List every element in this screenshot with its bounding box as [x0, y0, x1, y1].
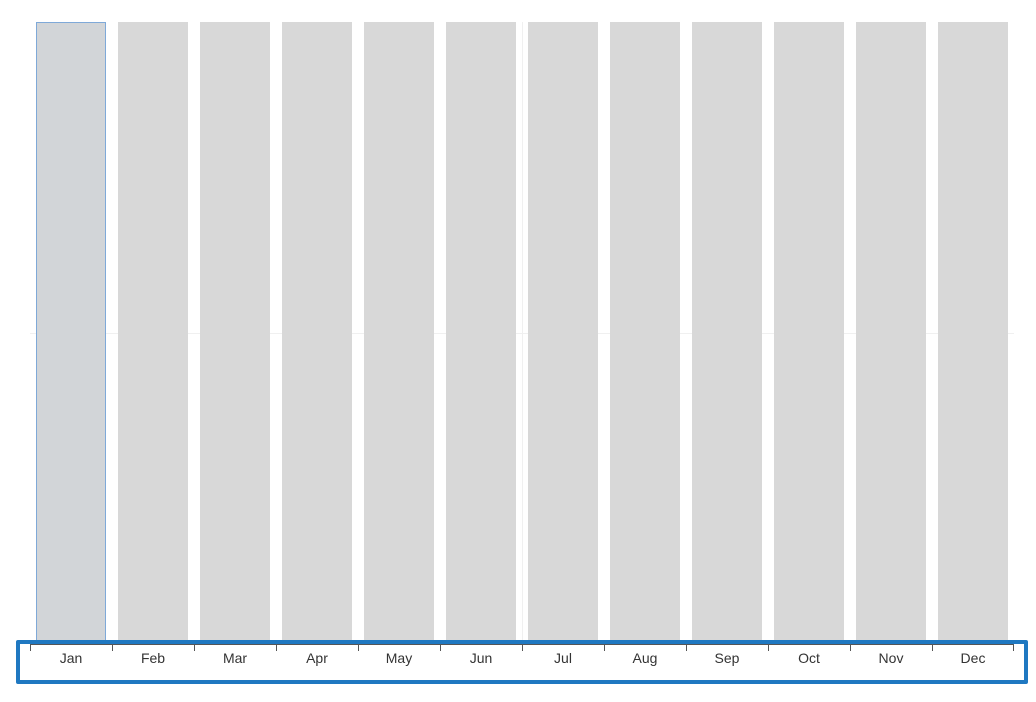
- bar[interactable]: [282, 22, 353, 644]
- bar-slot[interactable]: [850, 22, 932, 644]
- x-axis: JanFebMarAprMayJunJulAugSepOctNovDec: [30, 644, 1014, 674]
- x-tick: Jun: [440, 644, 522, 674]
- x-tick: Oct: [768, 644, 850, 674]
- bar[interactable]: [774, 22, 845, 644]
- plot-area[interactable]: [30, 22, 1014, 644]
- bar[interactable]: [938, 22, 1009, 644]
- x-tick-label: Jun: [440, 650, 522, 666]
- x-tick-label: Mar: [194, 650, 276, 666]
- bar[interactable]: [446, 22, 517, 644]
- bar[interactable]: [118, 22, 189, 644]
- x-tick-label: Dec: [932, 650, 1014, 666]
- bar[interactable]: [36, 22, 107, 644]
- x-tick-label: Oct: [768, 650, 850, 666]
- chart-container: JanFebMarAprMayJunJulAugSepOctNovDec: [0, 0, 1036, 702]
- x-tick: May: [358, 644, 440, 674]
- bar-slot[interactable]: [604, 22, 686, 644]
- x-tick-label: Aug: [604, 650, 686, 666]
- bar-slot[interactable]: [768, 22, 850, 644]
- bar[interactable]: [610, 22, 681, 644]
- bar[interactable]: [692, 22, 763, 644]
- x-tick-label: Jul: [522, 650, 604, 666]
- bar-slot[interactable]: [358, 22, 440, 644]
- bar[interactable]: [856, 22, 927, 644]
- x-tick: Nov: [850, 644, 932, 674]
- x-tick: Jan: [30, 644, 112, 674]
- bars-layer: [30, 22, 1014, 644]
- bar-slot[interactable]: [112, 22, 194, 644]
- bar-slot[interactable]: [932, 22, 1014, 644]
- x-tick: Sep: [686, 644, 768, 674]
- bar-slot[interactable]: [440, 22, 522, 644]
- bar-slot[interactable]: [686, 22, 768, 644]
- x-tick-label: Sep: [686, 650, 768, 666]
- bar[interactable]: [528, 22, 599, 644]
- x-tick: Mar: [194, 644, 276, 674]
- x-tick-label: Nov: [850, 650, 932, 666]
- x-tick: Dec: [932, 644, 1014, 674]
- x-tick-label: Apr: [276, 650, 358, 666]
- x-tick-label: Feb: [112, 650, 194, 666]
- x-tick: Feb: [112, 644, 194, 674]
- x-tick: Jul: [522, 644, 604, 674]
- bar[interactable]: [200, 22, 271, 644]
- x-tick: Aug: [604, 644, 686, 674]
- bar-slot[interactable]: [194, 22, 276, 644]
- bar-slot[interactable]: [276, 22, 358, 644]
- bar-slot[interactable]: [30, 22, 112, 644]
- x-tick: Apr: [276, 644, 358, 674]
- x-tick-label: Jan: [30, 650, 112, 666]
- bar-slot[interactable]: [522, 22, 604, 644]
- x-tick-label: May: [358, 650, 440, 666]
- bar[interactable]: [364, 22, 435, 644]
